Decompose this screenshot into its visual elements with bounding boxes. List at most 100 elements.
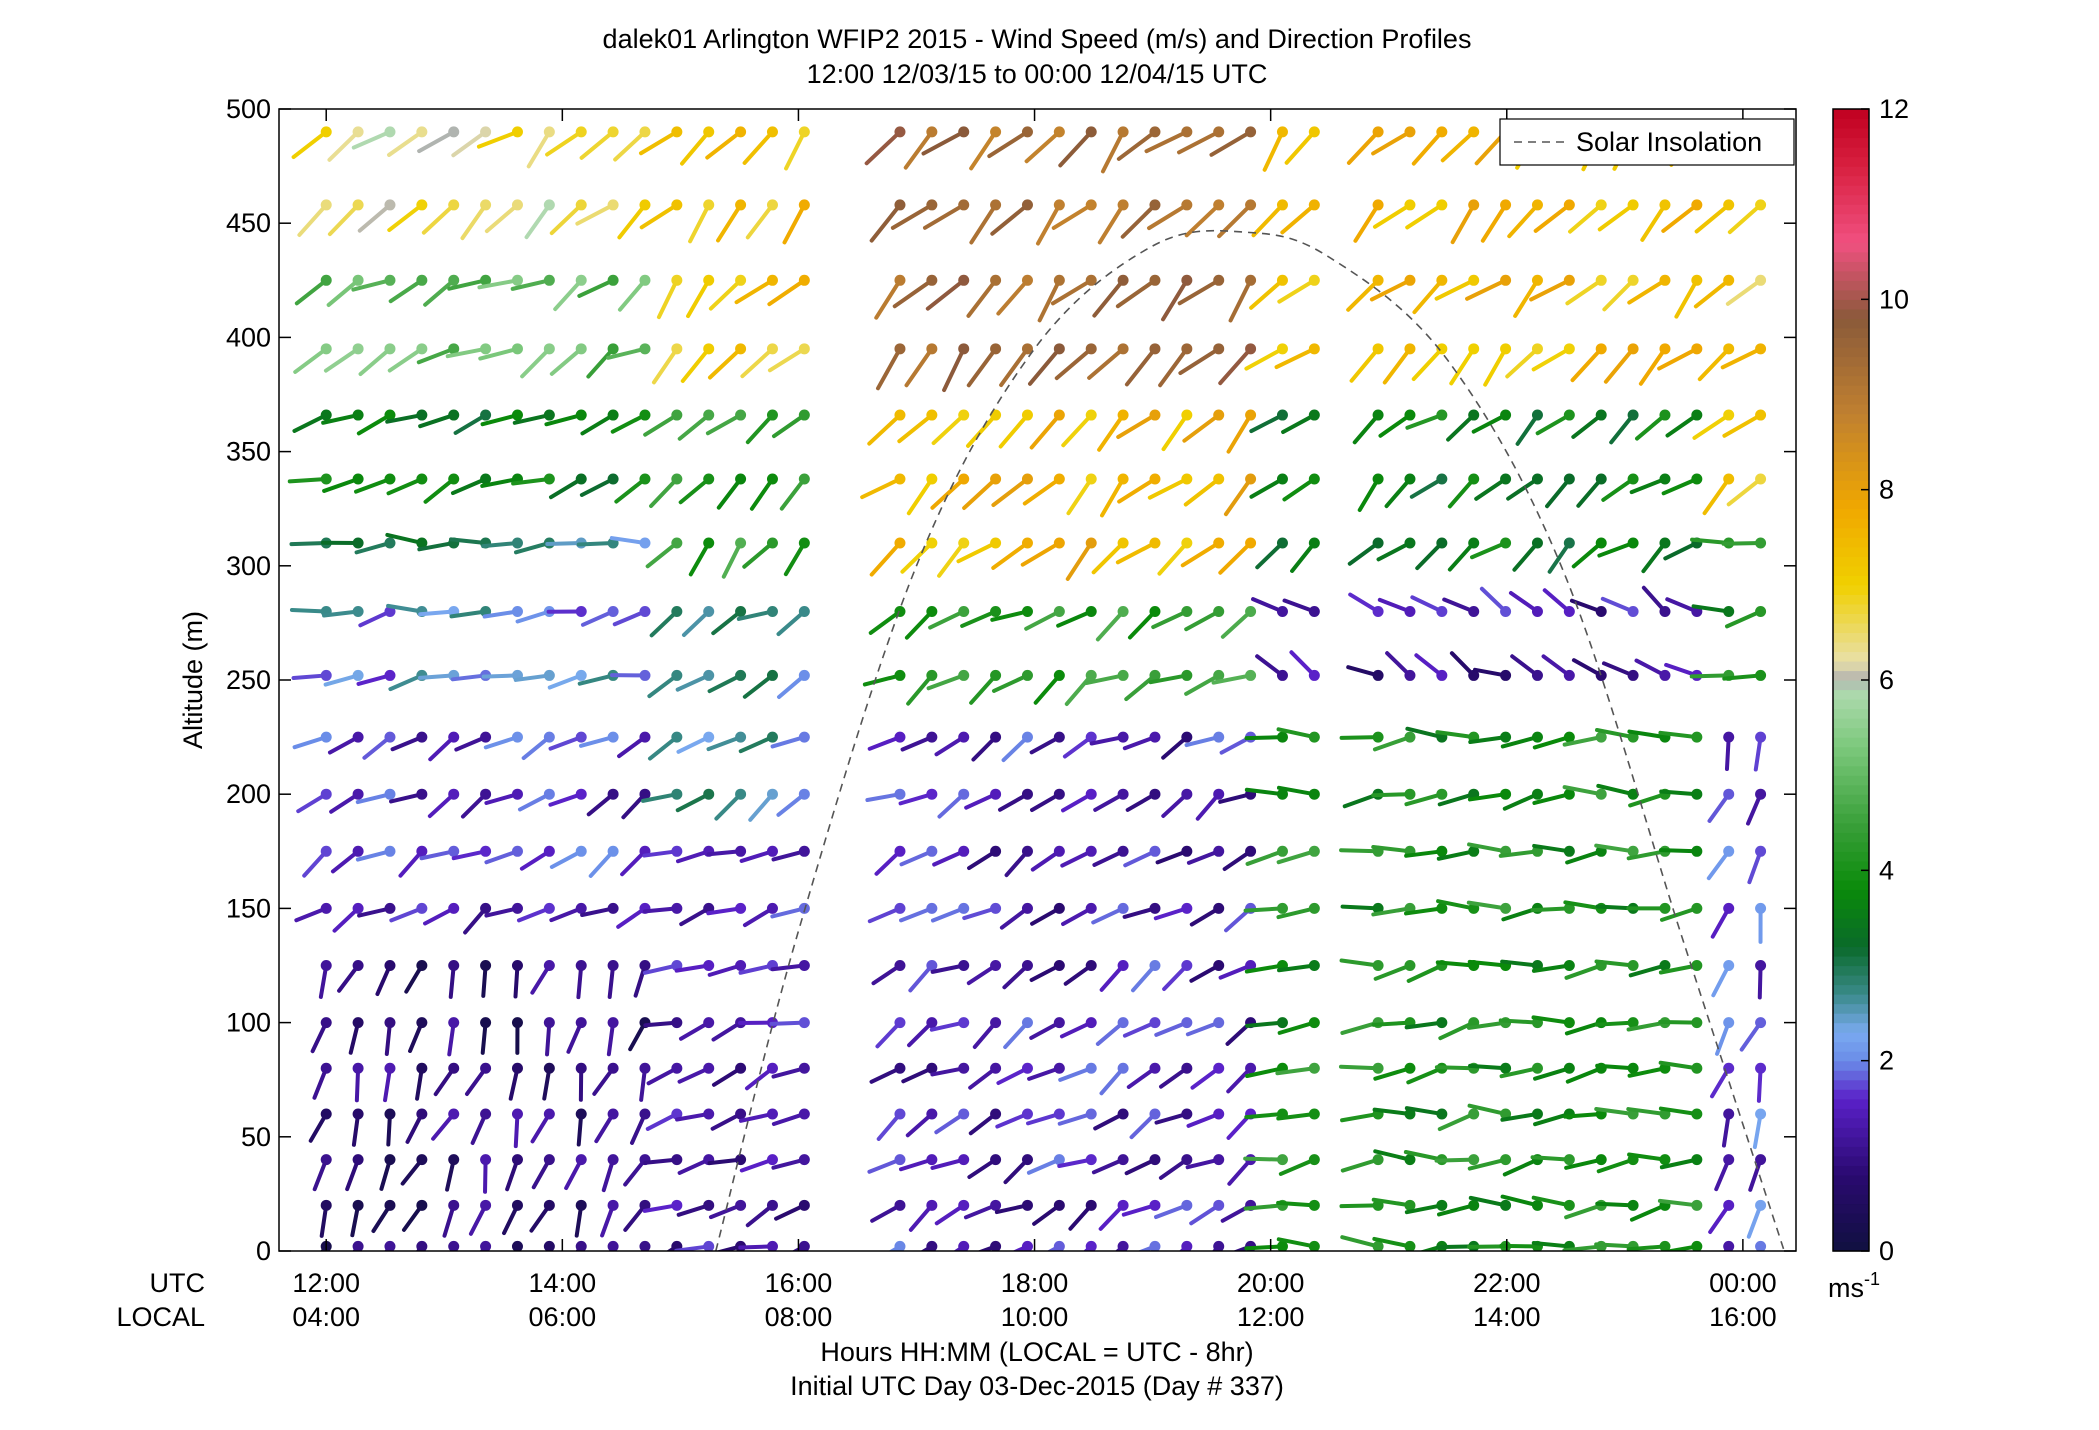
- wind-barb-dot: [1309, 410, 1320, 421]
- wind-barb-dot: [512, 1154, 523, 1165]
- colorbar-segment: [1833, 1232, 1869, 1242]
- wind-barb-dot: [639, 343, 650, 354]
- wind-barb-dot: [608, 343, 619, 354]
- wind-barb-dot: [799, 606, 810, 617]
- wind-barb-dot: [958, 199, 969, 210]
- wind-barb-dot: [671, 732, 682, 743]
- wind-barb-dot: [1564, 1017, 1575, 1028]
- wind-barb-dot: [1181, 343, 1192, 354]
- wind-barb-dot: [480, 846, 491, 857]
- wind-barb-dot: [544, 1200, 555, 1211]
- colorbar-segment: [1833, 214, 1869, 224]
- wind-barb-dot: [1309, 126, 1320, 137]
- wind-barb-dot: [1404, 343, 1415, 354]
- wind-barb-dot: [990, 732, 1001, 743]
- colorbar-segment: [1833, 585, 1869, 595]
- wind-barb-dot: [1149, 410, 1160, 421]
- wind-barb-dot: [1054, 275, 1065, 286]
- wind-barb-dot: [1022, 606, 1033, 617]
- wind-barb-dot: [799, 1017, 810, 1028]
- wind-barb-shaft: [1032, 415, 1060, 447]
- wind-barb-dot: [703, 606, 714, 617]
- wind-barb-dot: [480, 1200, 491, 1211]
- y-tick-label: 500: [226, 94, 271, 124]
- wind-barb-dot: [384, 670, 395, 681]
- wind-barb-dot: [894, 343, 905, 354]
- colorbar-segment: [1833, 223, 1869, 233]
- wind-barb-dot: [1022, 474, 1033, 485]
- colorbar-segment: [1833, 870, 1869, 880]
- y-tick-label: 150: [226, 893, 271, 923]
- wind-barb-dot: [1564, 537, 1575, 548]
- wind-barb-dot: [544, 789, 555, 800]
- wind-barb-dot: [1181, 606, 1192, 617]
- wind-barb-dot: [1245, 343, 1256, 354]
- wind-barb-dot: [1596, 199, 1607, 210]
- wind-barb-dot: [1659, 670, 1670, 681]
- wind-barb-dot: [1723, 1017, 1734, 1028]
- wind-barb-dot: [448, 275, 459, 286]
- colorbar-segment: [1833, 718, 1869, 728]
- colorbar-segment: [1833, 157, 1869, 167]
- wind-barb-dot: [1755, 670, 1766, 681]
- wind-barb-shaft: [1596, 1244, 1633, 1246]
- wind-barb-dot: [1755, 1154, 1766, 1165]
- wind-barb-dot: [767, 410, 778, 421]
- wind-barb-dot: [1181, 670, 1192, 681]
- wind-barb-dot: [894, 199, 905, 210]
- wind-barb-dot: [1596, 670, 1607, 681]
- colorbar-segment: [1833, 775, 1869, 785]
- wind-barb-dot: [958, 126, 969, 137]
- wind-barb-dot: [1181, 1154, 1192, 1165]
- wind-barb-dot: [671, 1017, 682, 1028]
- colorbar-segment: [1833, 347, 1869, 357]
- wind-barb-dot: [894, 1108, 905, 1119]
- wind-barb-dot: [894, 1200, 905, 1211]
- wind-barb-dot: [480, 1108, 491, 1119]
- wind-barb-dot: [926, 606, 937, 617]
- wind-barb-dot: [671, 199, 682, 210]
- colorbar-segment: [1833, 528, 1869, 538]
- wind-barb-dot: [1054, 606, 1065, 617]
- wind-barb-dot: [544, 199, 555, 210]
- wind-barb-shaft: [1697, 205, 1729, 232]
- colorbar-segment: [1833, 299, 1869, 309]
- wind-barb-dot: [1277, 126, 1288, 137]
- wind-barb-dot: [480, 903, 491, 914]
- wind-barb-dot: [1691, 1063, 1702, 1074]
- wind-barb-shaft: [862, 479, 900, 497]
- wind-barb-dot: [1468, 199, 1479, 210]
- wind-barb-dot: [353, 537, 364, 548]
- wind-barb-dot: [1086, 1200, 1097, 1211]
- wind-barb-dot: [1277, 846, 1288, 857]
- wind-barb-dot: [321, 960, 332, 971]
- wind-barb-dot: [926, 670, 937, 681]
- wind-barb-dot: [1404, 670, 1415, 681]
- colorbar-segment: [1833, 509, 1869, 519]
- wind-barb-dot: [353, 410, 364, 421]
- wind-barb-dot: [1564, 1200, 1575, 1211]
- wind-barb-dot: [926, 903, 937, 914]
- wind-barb-dot: [1213, 199, 1224, 210]
- wind-barb-dot: [1723, 275, 1734, 286]
- y-tick-label: 0: [256, 1236, 271, 1266]
- wind-barb-shaft: [294, 132, 327, 157]
- wind-barb-shaft: [902, 543, 931, 572]
- wind-barb-dot: [416, 1063, 427, 1074]
- colorbar-segment: [1833, 385, 1869, 395]
- wind-barb-dot: [1691, 1200, 1702, 1211]
- wind-barb-shaft: [1730, 205, 1761, 232]
- wind-barb-shaft: [299, 205, 326, 235]
- wind-barb-dot: [1373, 1063, 1384, 1074]
- wind-barb-shaft: [1533, 1157, 1570, 1159]
- wind-barb-dot: [1245, 410, 1256, 421]
- wind-barb-dot: [767, 199, 778, 210]
- wind-barb-shaft: [1254, 205, 1283, 235]
- wind-barb-shaft: [934, 415, 964, 443]
- wind-barb-dot: [544, 1017, 555, 1028]
- colorbar-segment: [1833, 242, 1869, 252]
- wind-barb-dot: [480, 1017, 491, 1028]
- wind-barb-dot: [671, 1154, 682, 1165]
- wind-barb-dot: [384, 1200, 395, 1211]
- wind-barb-dot: [1596, 1154, 1607, 1165]
